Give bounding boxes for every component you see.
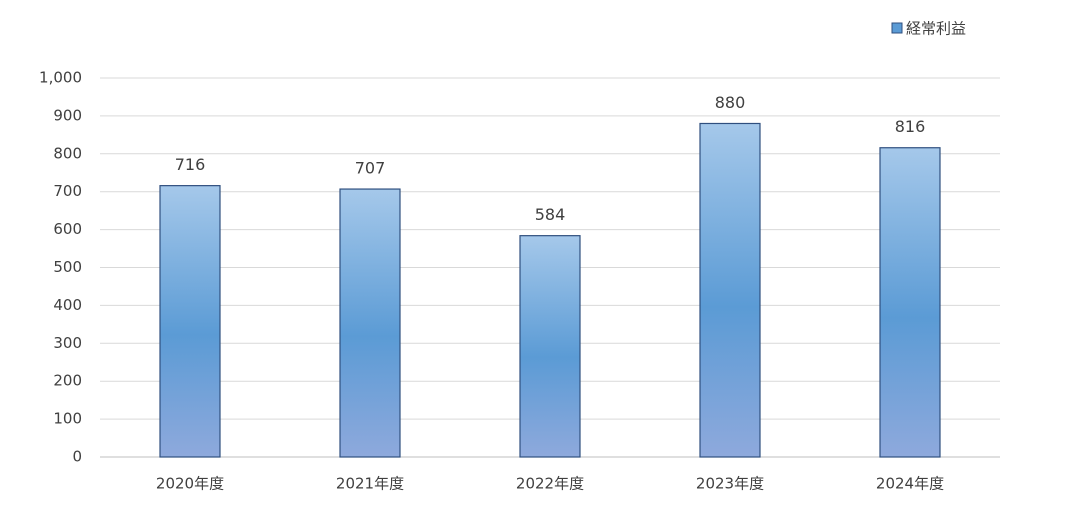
value-label: 584 bbox=[535, 205, 566, 224]
value-label: 707 bbox=[355, 159, 386, 178]
bar bbox=[519, 235, 581, 458]
x-tick-label: 2024年度 bbox=[876, 475, 944, 493]
y-tick-label: 600 bbox=[53, 220, 82, 238]
legend-label: 経常利益 bbox=[906, 20, 966, 38]
bar bbox=[159, 185, 221, 458]
y-tick-label: 900 bbox=[53, 106, 82, 124]
y-tick-label: 800 bbox=[53, 144, 82, 162]
legend-swatch bbox=[891, 22, 903, 34]
x-tick-label: 2023年度 bbox=[696, 475, 764, 493]
y-tick-label: 700 bbox=[53, 182, 82, 200]
y-tick-label: 0 bbox=[72, 448, 82, 466]
value-label: 880 bbox=[715, 93, 746, 112]
y-tick-label: 1,000 bbox=[39, 69, 82, 87]
bar bbox=[879, 147, 941, 458]
y-tick-label: 300 bbox=[53, 334, 82, 352]
y-tick-label: 500 bbox=[53, 258, 82, 276]
value-label: 716 bbox=[175, 155, 206, 174]
y-tick-label: 200 bbox=[53, 372, 82, 390]
y-tick-label: 400 bbox=[53, 296, 82, 314]
x-tick-label: 2021年度 bbox=[336, 475, 404, 493]
value-label: 816 bbox=[895, 117, 926, 136]
bar bbox=[699, 122, 761, 458]
y-tick-label: 100 bbox=[53, 410, 82, 428]
x-tick-label: 2022年度 bbox=[516, 475, 584, 493]
x-tick-label: 2020年度 bbox=[156, 475, 224, 493]
bar bbox=[339, 188, 401, 458]
